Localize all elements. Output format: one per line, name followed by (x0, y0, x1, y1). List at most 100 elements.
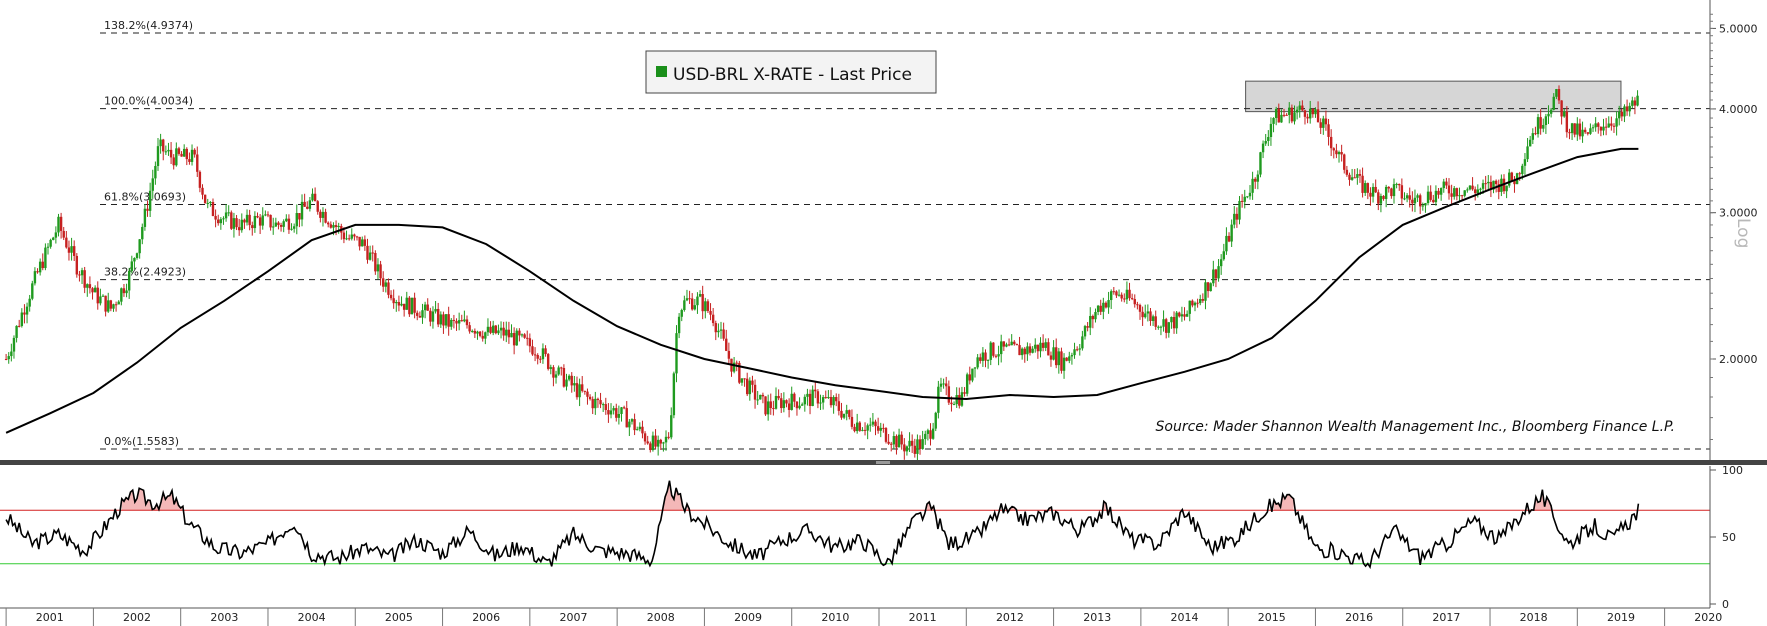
candle-body (727, 350, 731, 359)
candle-body (1233, 213, 1236, 225)
candle-body (1628, 105, 1631, 112)
candle-body (664, 436, 668, 443)
candle-body (628, 421, 631, 428)
candle-body (86, 284, 89, 288)
candle-body (1238, 200, 1241, 220)
candle-body (1311, 108, 1315, 115)
candle-body (1434, 190, 1438, 203)
candle-body (787, 403, 791, 410)
candle-body (397, 302, 401, 306)
candle-body (1618, 111, 1621, 119)
candle-body (261, 215, 264, 226)
year-label: 2016 (1345, 611, 1373, 624)
candle-body (1146, 311, 1150, 314)
candle-body (1581, 129, 1584, 137)
candle-body (1227, 235, 1231, 242)
candle-body (240, 219, 243, 231)
fibonacci-levels: 138.2%(4.9374) 100.0%(4.0034) 61.8%(3.0693… (100, 19, 1710, 450)
candle-body (1141, 311, 1144, 318)
candle-body (819, 402, 822, 404)
candle-body (903, 444, 906, 452)
candle-body (759, 394, 762, 400)
candle-body (1261, 143, 1265, 153)
candle-body (1167, 322, 1171, 333)
candle-body (363, 239, 367, 246)
candle-body (1269, 123, 1273, 137)
candle-body (539, 358, 542, 360)
candle-body (1568, 132, 1571, 134)
candle-body (418, 315, 422, 318)
candle-body (926, 430, 930, 434)
panel-resize-handle[interactable] (876, 461, 890, 464)
candle-body (1489, 181, 1493, 190)
candle-body (1481, 183, 1485, 189)
candle-body (1534, 133, 1537, 135)
candle-body (1612, 125, 1616, 127)
candle-body (1442, 181, 1445, 189)
candle-body (1115, 291, 1118, 296)
candle-body (649, 443, 652, 451)
candle-body (866, 425, 869, 431)
candle-body (374, 252, 377, 272)
price-tick-label: 4.0000 (1719, 103, 1758, 116)
candle-body (1015, 344, 1019, 346)
candle-body (1518, 173, 1521, 175)
candle-body (251, 225, 254, 229)
candle-body (622, 407, 626, 409)
candle-body (342, 232, 346, 240)
candle-body (376, 264, 380, 272)
candle-body (502, 327, 505, 336)
candle-body (1060, 351, 1063, 371)
candle-body (36, 271, 39, 273)
candle-body (133, 258, 136, 262)
candle-body (785, 400, 788, 404)
candle-body (248, 214, 251, 226)
candle-body (1109, 291, 1113, 301)
candle-body (827, 396, 830, 398)
candle-body (620, 407, 623, 414)
candle-body (541, 348, 545, 360)
candle-body (164, 151, 168, 153)
candle-body (1398, 183, 1401, 186)
candle-body (410, 297, 414, 315)
candle-body (379, 264, 382, 279)
candle-body (1390, 188, 1393, 197)
rsi-overbought-area (1274, 494, 1294, 511)
candle-body (452, 319, 456, 321)
candle-body (1065, 357, 1068, 361)
candle-body (1175, 312, 1178, 329)
candle-body (1157, 326, 1160, 328)
fib-label: 38.2%(2.4923) (104, 266, 186, 279)
rsi-tick-label: 0 (1722, 598, 1729, 611)
candle-body (850, 416, 854, 427)
candle-body (533, 354, 537, 356)
source-annotation: Source: Mader Shannon Wealth Management … (1156, 419, 1675, 435)
candle-body (1432, 199, 1435, 203)
candle-body (863, 429, 867, 431)
candle-body (392, 298, 395, 304)
price-axis: 2.0000 3.0000 4.0000 5.0000 (1710, 13, 1758, 440)
candle-body (1471, 185, 1474, 190)
candle-body (1528, 139, 1532, 147)
candle-body (217, 219, 220, 224)
candle-body (1031, 348, 1034, 353)
candle-body (366, 245, 369, 260)
candle-body (125, 290, 128, 294)
candle-body (1555, 89, 1558, 97)
candle-body (1316, 109, 1320, 123)
year-label: 2004 (298, 611, 326, 624)
candle-body (1473, 189, 1477, 194)
candle-body (316, 201, 319, 212)
candle-body (387, 282, 390, 295)
candle-body (172, 157, 175, 166)
candle-body (104, 295, 107, 312)
candle-body (853, 426, 856, 432)
candle-body (816, 391, 820, 404)
candle-body (968, 374, 971, 381)
candle-body (423, 304, 427, 311)
candle-body (552, 367, 555, 378)
candle-body (1274, 108, 1278, 118)
candle-body (141, 226, 144, 240)
price-tick-label: 5.0000 (1719, 22, 1758, 35)
candle-body (450, 319, 453, 327)
